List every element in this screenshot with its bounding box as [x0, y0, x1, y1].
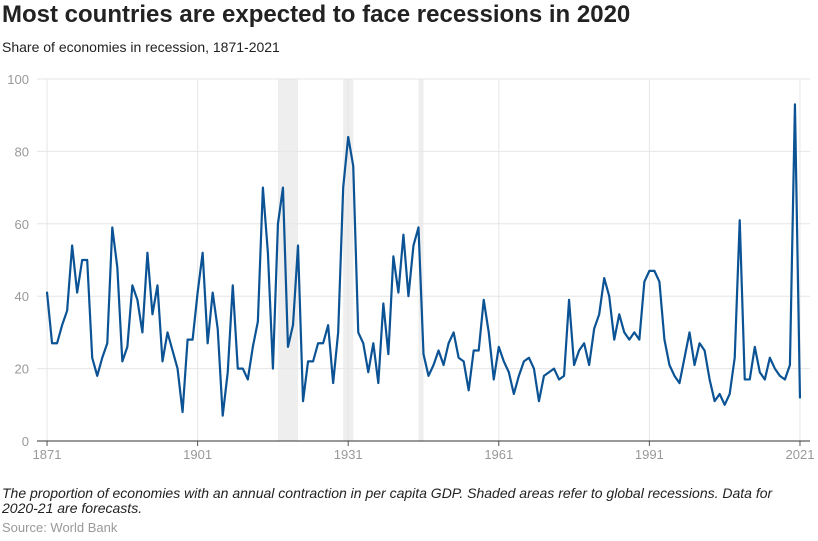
- x-tick-label: 1901: [183, 447, 212, 462]
- recession-shade: [418, 79, 424, 441]
- chart-source: Source: World Bank: [2, 520, 118, 535]
- chart-title: Most countries are expected to face rece…: [2, 1, 631, 28]
- y-tick-label: 40: [15, 289, 29, 304]
- chart-note: The proportion of economies with an annu…: [2, 485, 773, 516]
- series-line: [45, 103, 802, 417]
- y-tick-label: 100: [7, 72, 29, 87]
- x-tick-label: 1871: [33, 447, 62, 462]
- chart-subtitle: Share of economies in recession, 1871-20…: [2, 39, 280, 55]
- y-axis-ticks: 0 20 40 60 80 100: [7, 72, 29, 449]
- x-tick-label: 2021: [786, 447, 815, 462]
- x-tick-label: 1961: [484, 447, 513, 462]
- recession-shade: [277, 79, 299, 441]
- y-tick-label: 60: [15, 217, 29, 232]
- x-tick-label: 1991: [635, 447, 664, 462]
- x-tick-label: 1931: [334, 447, 363, 462]
- y-tick-label: 20: [15, 362, 29, 377]
- y-tick-label: 80: [15, 144, 29, 159]
- y-tick-label: 0: [22, 434, 29, 449]
- recession-line-chart: 0 20 40 60 80 100 1871 1901 1931 1961 1991 2021: [7, 72, 815, 462]
- grid-lines: [37, 78, 810, 441]
- x-axis-ticks: 1871 1901 1931 1961 1991 2021: [33, 441, 815, 462]
